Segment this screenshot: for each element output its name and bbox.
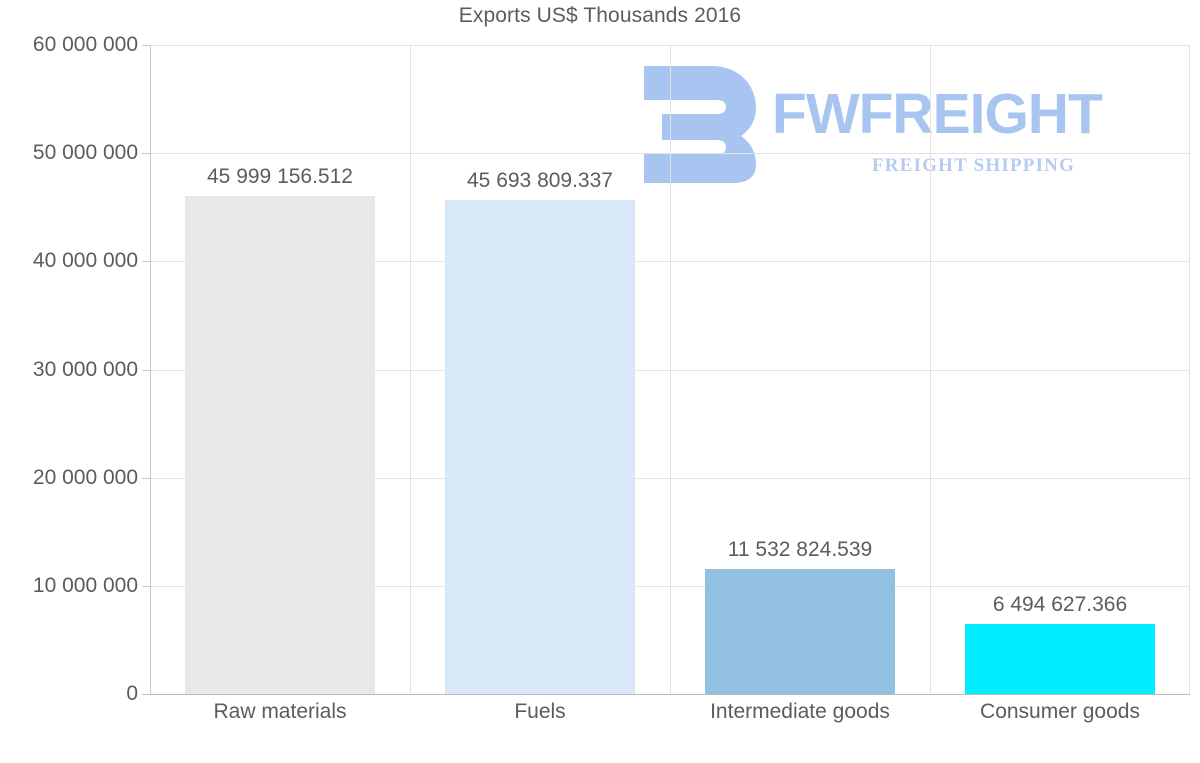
x-axis-category-label: Consumer goods <box>980 700 1140 723</box>
y-axis-tick-label: 10 000 000 <box>32 573 138 597</box>
bar-value-label: 11 532 824.539 <box>727 538 873 562</box>
bar-value-label: 6 494 627.366 <box>992 592 1128 616</box>
y-axis-tick-label: 50 000 000 <box>32 141 138 165</box>
gridline-vertical <box>150 45 151 694</box>
bar[interactable] <box>965 623 1155 694</box>
gridline-horizontal <box>150 694 1190 695</box>
bar[interactable] <box>445 199 635 694</box>
y-axis-tick-mark <box>142 261 150 263</box>
x-axis-category-label: Raw materials <box>213 700 347 723</box>
gridline-vertical <box>1189 45 1190 694</box>
y-axis-tick-label: 20 000 000 <box>32 465 138 489</box>
gridline-vertical <box>930 45 931 694</box>
gridline-vertical <box>410 45 411 694</box>
x-axis: Raw materials Fuels Intermediate goods Cons… <box>150 700 1190 745</box>
y-axis-tick-mark <box>142 585 150 587</box>
plot-area: 45 999 156.512 45 693 809.337 11 532 824.5… <box>150 45 1190 695</box>
bar-value-label: 45 693 809.337 <box>467 168 613 192</box>
y-axis: 0 10 000 000 20 000 000 30 000 000 40 000 00… <box>0 33 1200 705</box>
y-axis-tick-label: 40 000 000 <box>32 249 138 273</box>
bar[interactable] <box>185 196 375 694</box>
chart-title: Exports US$ Thousands 2016 <box>458 4 742 27</box>
y-axis-tick-mark <box>142 153 150 155</box>
x-axis-category-label: Intermediate goods <box>710 700 890 723</box>
gridline-vertical <box>670 45 671 694</box>
y-axis-tick-label: 30 000 000 <box>32 357 138 381</box>
y-axis-tick-mark <box>142 45 150 46</box>
y-axis-tick-label: 60 000 000 <box>32 33 138 56</box>
bar-value-label: 45 999 156.512 <box>207 165 353 189</box>
y-axis-tick-mark <box>142 477 150 479</box>
bar[interactable] <box>705 569 895 694</box>
y-axis-tick-mark <box>142 694 150 695</box>
x-axis-category-label: Fuels <box>514 700 566 723</box>
y-axis-tick-mark <box>142 369 150 371</box>
y-axis-tick-label: 0 <box>126 682 138 705</box>
